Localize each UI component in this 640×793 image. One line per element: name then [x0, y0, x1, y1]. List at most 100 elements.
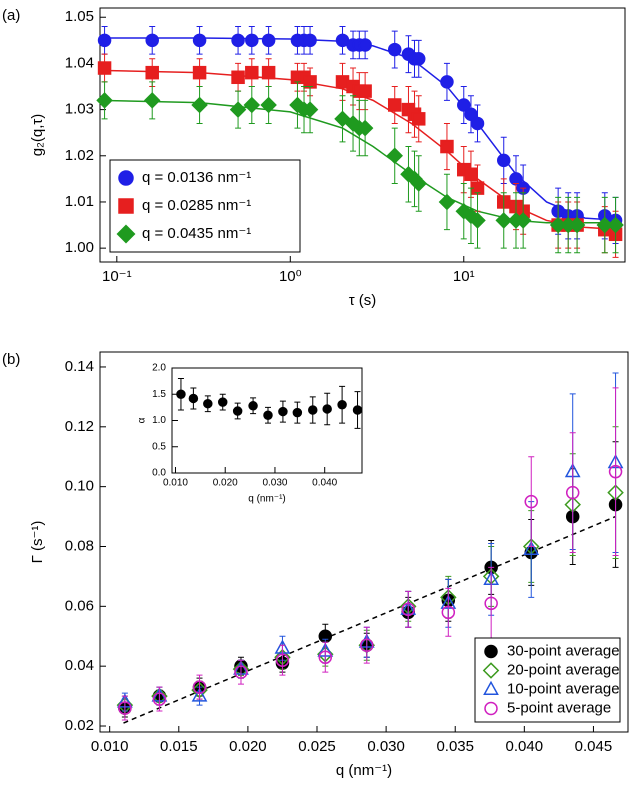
panel-label: (a)	[2, 7, 20, 24]
x-tick-label: 0.045	[575, 738, 613, 755]
error-bar	[156, 686, 163, 712]
marker	[596, 216, 614, 234]
y-tick-label: 0.06	[65, 597, 94, 614]
marker	[608, 464, 623, 479]
marker	[203, 398, 213, 409]
error-bar	[405, 590, 412, 628]
x-axis-label: τ (s)	[349, 292, 377, 309]
y-axis-label: g₂(q,τ)	[29, 114, 46, 157]
x-tick-label: 0.035	[436, 738, 474, 755]
y-tick-label: 0.02	[65, 717, 94, 734]
y-tick-label: 0.5	[152, 441, 166, 452]
y-tick-label: 0.12	[65, 418, 94, 435]
marker	[464, 167, 478, 182]
y-tick-label: 1.04	[65, 54, 94, 71]
x-tick-label: 0.020	[229, 738, 267, 755]
marker	[440, 75, 454, 89]
x-tick-label: 10⁰	[279, 268, 302, 285]
marker	[387, 42, 402, 57]
marker	[275, 653, 290, 667]
x-tick-label: 0.030	[262, 478, 287, 489]
legend-label: 10-point average	[507, 680, 620, 697]
error-bar	[322, 641, 329, 673]
marker	[232, 406, 243, 416]
marker	[352, 405, 363, 415]
marker	[387, 98, 402, 112]
marker	[410, 175, 427, 192]
marker	[482, 662, 500, 679]
x-tick-label: 0.020	[213, 478, 238, 489]
legend-label: q = 0.0435 nm⁻¹	[142, 225, 251, 242]
marker	[245, 65, 259, 80]
marker	[411, 112, 426, 126]
marker	[457, 98, 471, 112]
legend-label: 20-point average	[507, 661, 620, 678]
legend-label: q = 0.0285 nm⁻¹	[142, 197, 251, 214]
x-tick-label: 0.015	[160, 738, 198, 755]
marker	[438, 193, 456, 211]
marker	[356, 119, 374, 137]
error-bar	[363, 626, 370, 664]
marker	[568, 216, 586, 234]
x-tick-label: 0.030	[367, 738, 405, 755]
marker	[386, 147, 403, 165]
x-tick-label: 0.040	[312, 478, 337, 489]
marker	[514, 212, 532, 229]
marker	[245, 33, 259, 48]
marker	[97, 61, 112, 75]
y-axis-label: α	[137, 417, 148, 423]
panel: 10⁻¹ 10⁰ 10¹ 1.00 1.01 1.02 1.03 1.04 1.05 (a) τ (…	[2, 7, 626, 309]
marker	[116, 224, 136, 244]
marker	[565, 485, 580, 500]
marker	[318, 650, 333, 664]
marker	[292, 407, 303, 418]
marker	[229, 101, 247, 118]
marker	[192, 33, 207, 48]
marker	[523, 540, 540, 556]
marker	[243, 96, 261, 114]
y-tick-label: 1.00	[65, 239, 94, 256]
marker	[191, 687, 208, 702]
marker	[118, 170, 134, 186]
marker	[176, 389, 186, 399]
y-tick-label: 1.5	[152, 389, 166, 400]
legend-label: 30-point average	[507, 642, 620, 659]
marker	[401, 602, 415, 617]
marker	[261, 33, 276, 48]
marker	[118, 198, 134, 214]
marker	[337, 400, 347, 410]
marker	[322, 404, 332, 414]
error-bar	[445, 587, 452, 637]
x-tick-label: 0.010	[163, 478, 188, 489]
marker	[97, 33, 112, 48]
y-tick-label: 1.0	[152, 415, 166, 426]
x-tick-label: 0.025	[298, 738, 336, 755]
x-tick-label: 0.040	[506, 738, 544, 755]
marker	[469, 212, 486, 229]
marker	[191, 96, 208, 114]
y-tick-label: 1.05	[65, 8, 94, 25]
error-bar	[528, 456, 535, 547]
marker	[440, 139, 454, 154]
marker	[188, 393, 199, 404]
error-bar	[237, 659, 244, 685]
legend-label: 5-point average	[507, 699, 611, 716]
marker	[411, 52, 426, 66]
error-bar	[612, 387, 619, 556]
x-axis-label: q (nm⁻¹)	[248, 494, 286, 505]
y-tick-label: 0.08	[65, 537, 94, 554]
panel-label: (b)	[2, 351, 20, 368]
y-tick-label: 1.03	[65, 101, 94, 118]
y-tick-label: 0.0	[152, 468, 166, 479]
marker	[303, 33, 317, 48]
marker	[524, 494, 538, 509]
marker	[248, 401, 258, 411]
marker	[152, 692, 167, 706]
marker	[118, 701, 132, 715]
marker	[231, 33, 245, 48]
legend-box	[109, 159, 301, 253]
marker	[192, 680, 207, 694]
y-axis-label: Γ (s⁻¹)	[29, 521, 46, 564]
legend-box	[474, 637, 621, 723]
error-bar	[196, 674, 203, 700]
